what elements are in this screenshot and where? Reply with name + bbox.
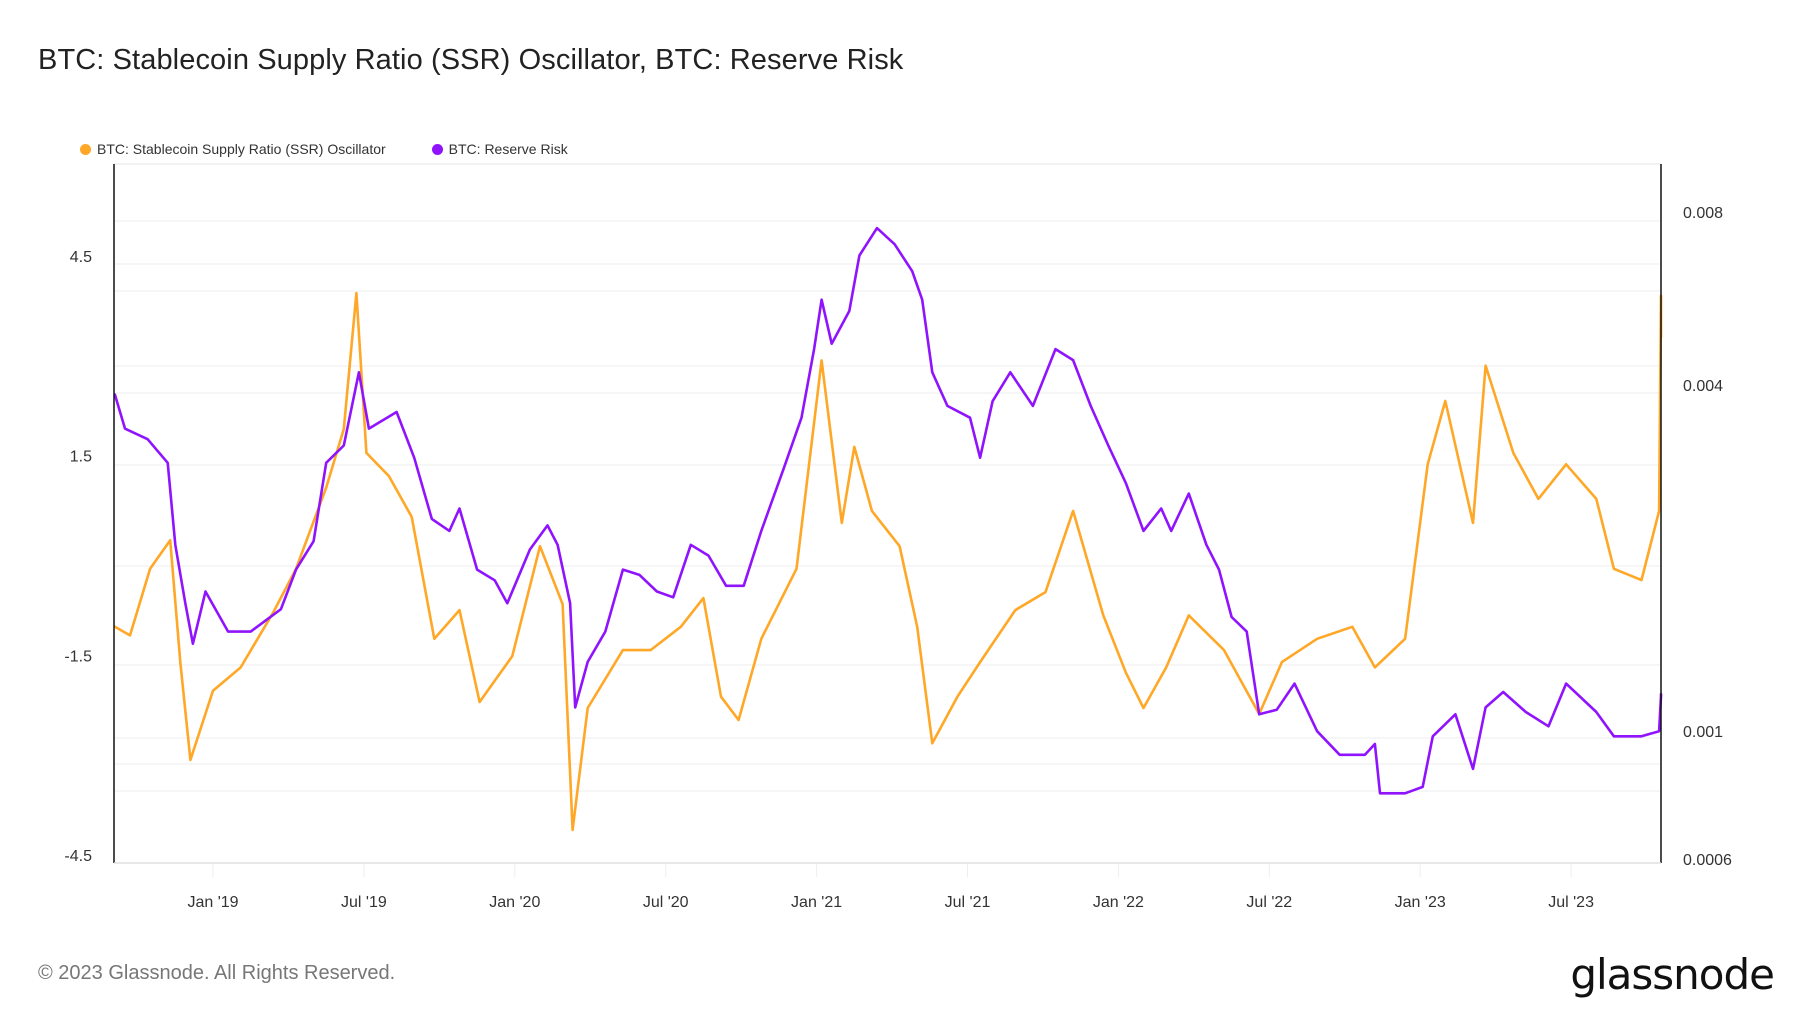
legend-item-reserve-risk[interactable]: BTC: Reserve Risk [431, 141, 568, 157]
legend-item-ssr[interactable]: BTC: Stablecoin Supply Ratio (SSR) Oscil… [80, 141, 386, 157]
legend-label-ssr: BTC: Stablecoin Supply Ratio (SSR) Oscil… [97, 141, 386, 157]
legend: BTC: Stablecoin Supply Ratio (SSR) Oscil… [80, 141, 568, 157]
series-line-reserve-risk [113, 226, 1663, 795]
legend-dot-icon [80, 143, 91, 155]
series-lines [113, 226, 1663, 832]
x-tick-label: Jul '20 [643, 894, 689, 911]
gridlines [114, 163, 1661, 792]
y-left-tick-label: 4.5 [70, 249, 92, 266]
y-left-tick-label: -4.5 [64, 848, 92, 865]
y-right-tick-label: 0.004 [1683, 378, 1723, 395]
chart-title: BTC: Stablecoin Supply Ratio (SSR) Oscil… [38, 44, 904, 76]
y-left-tick-label: 1.5 [70, 449, 92, 466]
x-tick-label: Jan '23 [1395, 894, 1446, 911]
series-line-ssr-oscillator [113, 291, 1663, 832]
x-tick-label: Jan '20 [489, 894, 540, 911]
x-axis: Jan '19 Jul '19 Jan '20 Jul '20 Jan '21 Jul '… [187, 863, 1594, 911]
y-right-tick-label: 0.0006 [1683, 852, 1732, 869]
copyright-footer: © 2023 Glassnode. All Rights Reserved. [38, 962, 396, 984]
x-tick-label: Jan '21 [791, 894, 842, 911]
x-tick-label: Jan '19 [187, 894, 238, 911]
x-tick-label: Jul '22 [1246, 894, 1292, 911]
x-tick-label: Jul '21 [945, 894, 991, 911]
x-tick-label: Jul '23 [1548, 894, 1594, 911]
x-tick-label: Jul '19 [341, 894, 387, 911]
x-tick-label: Jan '22 [1093, 894, 1144, 911]
legend-label-reserve-risk: BTC: Reserve Risk [448, 141, 568, 157]
y-axis-right: 0.008 0.004 0.001 0.0006 [1683, 205, 1732, 869]
y-axis-left: 4.5 1.5 -1.5 -4.5 [64, 249, 92, 865]
legend-dot-icon [431, 143, 443, 155]
y-right-tick-label: 0.001 [1683, 724, 1723, 741]
y-left-tick-label: -1.5 [64, 648, 92, 665]
y-right-tick-label: 0.008 [1683, 205, 1723, 222]
glassnode-logo: glassnode [1570, 950, 1775, 999]
